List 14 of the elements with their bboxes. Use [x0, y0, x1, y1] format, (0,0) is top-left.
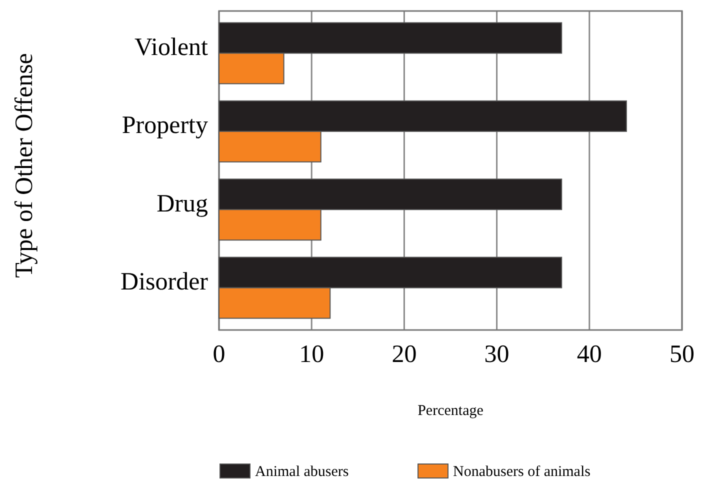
x-axis-title: Percentage [418, 403, 484, 419]
legend-label: Animal abusers [255, 464, 349, 480]
x-tick-label: 50 [670, 341, 694, 368]
x-tick-label: 30 [484, 341, 510, 368]
y-tick-label: Disorder [120, 268, 209, 296]
legend-label: Nonabusers of animals [453, 464, 591, 480]
x-tick-label: 40 [576, 341, 602, 368]
y-tick-label: Drug [156, 190, 208, 218]
y-tick-label: Property [122, 112, 208, 140]
x-tick-label: 0 [212, 341, 226, 368]
x-tick-label: 10 [299, 341, 324, 368]
y-axis-title: Type of Other Offense [11, 53, 38, 278]
y-tick-label: Violent [134, 34, 208, 61]
x-tick-label: 20 [392, 341, 417, 368]
